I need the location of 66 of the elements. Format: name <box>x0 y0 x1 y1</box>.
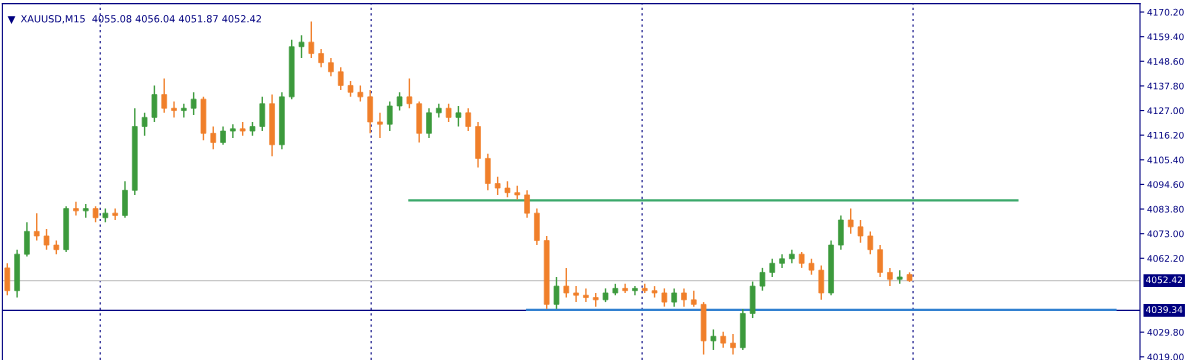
y-tick-label: 4116.20 <box>1147 131 1184 139</box>
candlestick <box>818 264 825 301</box>
candlestick <box>73 201 79 217</box>
y-tick-label: 4029.80 <box>1147 328 1184 336</box>
candlestick <box>151 84 158 123</box>
candlestick <box>4 262 11 296</box>
candlestick <box>730 333 736 356</box>
candlestick <box>259 96 266 132</box>
candlestick <box>524 189 530 219</box>
candlestick <box>455 105 462 128</box>
candlestick <box>396 91 403 112</box>
candlestick <box>161 77 168 114</box>
candlestick <box>877 244 883 278</box>
candlestick <box>426 107 432 139</box>
candlestick <box>337 66 344 91</box>
candlestick <box>43 228 50 251</box>
ref-line-label: 4039.34 <box>1146 306 1183 314</box>
y-tick-label: 4137.80 <box>1147 82 1184 90</box>
candlestick <box>318 48 324 68</box>
candlestick <box>573 285 579 303</box>
candlestick <box>377 112 383 139</box>
candlestick <box>553 276 560 310</box>
candlestick <box>857 219 864 244</box>
candlestick <box>112 207 118 221</box>
candlestick <box>220 125 226 146</box>
candlestick <box>769 258 776 278</box>
candlestick <box>190 91 197 116</box>
candlestick <box>887 267 893 287</box>
candlestick <box>181 103 187 119</box>
y-tick-label: 4019.00 <box>1147 353 1184 360</box>
y-tick-label: 4159.40 <box>1147 33 1184 41</box>
y-tick-label: 4127.00 <box>1147 107 1184 115</box>
y-tick-label: 4073.00 <box>1147 230 1184 238</box>
y-tick-label: 4170.20 <box>1147 8 1184 16</box>
y-tick-label: 4148.60 <box>1147 58 1184 65</box>
candlestick <box>210 125 217 151</box>
y-tick-label: 4105.40 <box>1147 156 1184 164</box>
candlestick <box>759 267 766 292</box>
candlestick <box>710 328 717 351</box>
candlestick <box>671 287 677 308</box>
candlestick <box>24 221 30 258</box>
candlestick <box>386 100 393 132</box>
candlestick <box>33 212 40 242</box>
candlestick <box>298 34 305 59</box>
candlestick <box>563 267 570 299</box>
candlestick <box>494 175 501 196</box>
candlestick <box>681 287 687 308</box>
ref-line-label: 4052.42 <box>1146 276 1182 284</box>
candlestick <box>867 230 874 255</box>
candlestick <box>328 57 334 78</box>
y-tick-label: 4094.60 <box>1147 181 1184 188</box>
candlestick <box>406 77 413 109</box>
candlestick <box>230 123 236 139</box>
candlestick <box>661 287 668 308</box>
candlestick <box>583 287 589 303</box>
text: XAUUSD,M15 4055.08 4056.04 4051.87 4052.42 <box>20 15 261 24</box>
candlestick <box>847 207 854 235</box>
candlestick <box>141 112 148 137</box>
candlestick <box>171 100 177 119</box>
candlestick <box>622 283 628 294</box>
y-tick-label: 4083.80 <box>1147 205 1184 213</box>
candlestick <box>445 103 452 123</box>
y-tick-label: 4062.20 <box>1147 255 1184 262</box>
candlestick <box>465 107 472 132</box>
candlestick <box>632 285 638 296</box>
candlestick <box>308 20 315 59</box>
